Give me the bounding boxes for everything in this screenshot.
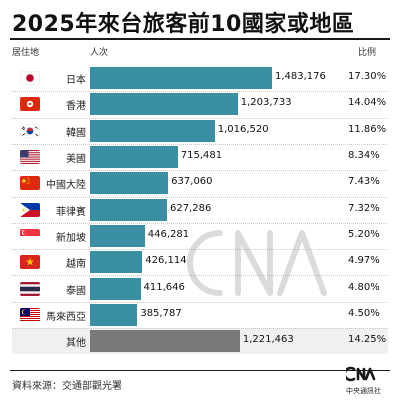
- value-label: 637,060: [171, 176, 213, 188]
- row-separator: [12, 328, 388, 329]
- source-note: 資料來源：交通部觀光署: [12, 381, 122, 392]
- row-separator: [12, 117, 388, 119]
- title-divider: [10, 38, 390, 40]
- share-label: 14.04%: [348, 97, 387, 109]
- country-label: 香港: [66, 101, 86, 113]
- country-label: 日本: [66, 75, 86, 87]
- row-separator: [12, 91, 388, 93]
- cna-logo-icon: [346, 366, 376, 382]
- share-column-header: 比例: [358, 48, 377, 58]
- bar: [90, 303, 138, 326]
- country-label: 新加坡: [56, 232, 86, 244]
- country-label: 菲律賓: [56, 206, 86, 218]
- share-label: 8.34%: [348, 150, 380, 162]
- row-separator: [12, 170, 388, 172]
- value-label: 446,281: [147, 228, 190, 240]
- value-label: 411,646: [143, 281, 185, 293]
- country-label: 馬來西亞: [46, 311, 86, 323]
- country-label: 泰國: [66, 285, 86, 297]
- value-label: 385,787: [140, 307, 182, 319]
- row-separator: [12, 249, 388, 251]
- value-label: 715,481: [180, 150, 223, 162]
- bar: [90, 67, 272, 90]
- visitors-column-header: 人次: [90, 48, 109, 58]
- share-label: 4.80%: [348, 281, 380, 293]
- row-separator: [12, 143, 388, 145]
- share-label: 11.86%: [348, 123, 387, 135]
- country-label: 中國大陸: [46, 180, 86, 192]
- usa-flag-icon: [20, 150, 40, 165]
- singapore-flag-icon: [20, 228, 40, 243]
- share-label: 4.97%: [348, 255, 380, 267]
- bar: [90, 198, 167, 221]
- value-label: 1,221,463: [242, 334, 294, 346]
- origin-column-header: 居住地: [12, 48, 40, 58]
- country-label: 美國: [66, 154, 86, 166]
- row-separator: [12, 196, 388, 198]
- bar: [90, 251, 143, 274]
- bar: [90, 119, 215, 142]
- philippines-flag-icon: [20, 202, 40, 217]
- bar: [90, 224, 145, 247]
- page-title: 2025年來台旅客前10國家或地區: [12, 12, 355, 37]
- value-label: 1,203,733: [240, 97, 292, 109]
- malaysia-flag-icon: [20, 307, 40, 322]
- south-korea-flag-icon: [20, 123, 40, 138]
- share-label: 14.25%: [348, 334, 387, 346]
- row-separator: [12, 222, 388, 224]
- country-label: 韓國: [66, 127, 86, 139]
- bar: [90, 172, 169, 195]
- brand-name: 中央通訊社: [346, 387, 381, 395]
- thailand-flag-icon: [20, 281, 40, 296]
- bar: [90, 277, 141, 300]
- china-flag-icon: [20, 176, 40, 191]
- value-label: 1,483,176: [275, 71, 326, 83]
- row-separator: [12, 275, 388, 277]
- value-label: 426,114: [145, 255, 187, 267]
- share-label: 7.32%: [348, 202, 380, 214]
- country-label: 越南: [66, 259, 86, 271]
- value-label: 627,286: [169, 202, 212, 214]
- share-label: 7.43%: [348, 176, 380, 188]
- bar: [90, 93, 238, 116]
- vietnam-flag-icon: [20, 255, 40, 270]
- value-label: 1,016,520: [217, 123, 269, 135]
- country-label: 其他: [66, 338, 86, 350]
- footer-divider: [10, 370, 390, 371]
- share-label: 17.30%: [348, 71, 387, 83]
- share-label: 5.20%: [348, 228, 380, 240]
- bar: [90, 330, 240, 353]
- japan-flag-icon: [20, 71, 40, 86]
- row-separator: [12, 301, 388, 303]
- share-label: 4.50%: [348, 307, 380, 319]
- bar: [90, 146, 178, 169]
- hong-kong-flag-icon: [20, 97, 40, 112]
